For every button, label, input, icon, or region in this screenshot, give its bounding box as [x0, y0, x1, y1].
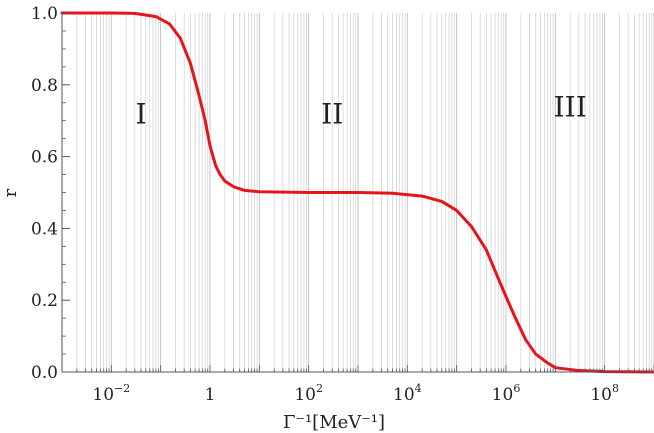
region-label: I	[136, 98, 147, 131]
y-tick-label: 0.2	[31, 291, 58, 311]
x-tick-label: 108	[590, 382, 619, 405]
y-tick-label: 0.8	[31, 76, 58, 96]
axis-ticks: 0.0 0.2 0.4 0.6 0.8 1.0 10−2 1 102 104 106 108	[31, 4, 654, 405]
y-tick-label: 0.6	[31, 148, 58, 168]
x-tick-label: 104	[393, 382, 422, 405]
region-label: III	[554, 90, 587, 123]
x-tick-label: 102	[294, 382, 323, 405]
x-tick-label: 10−2	[92, 382, 130, 405]
x-tick-label: 106	[492, 382, 521, 405]
region-label: II	[321, 98, 343, 131]
y-tick-label: 1.0	[31, 4, 58, 24]
y-tick-label: 0.0	[31, 363, 58, 383]
y-tick-label: 0.4	[31, 219, 58, 239]
x-axis-label: Γ⁻¹[MeV⁻¹]	[283, 412, 385, 433]
series-line	[60, 11, 654, 374]
curve-layer	[60, 11, 654, 374]
grid-lines	[61, 13, 654, 372]
x-tick-label: 1	[205, 385, 216, 405]
region-labels: I II III	[136, 90, 587, 130]
y-axis-label: r	[0, 188, 21, 197]
